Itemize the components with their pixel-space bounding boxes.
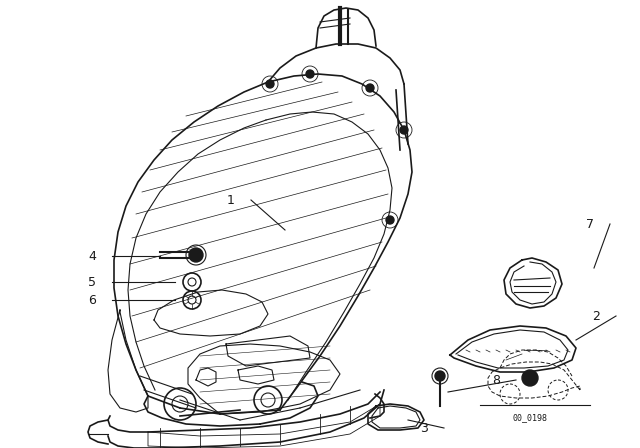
Circle shape xyxy=(366,84,374,92)
Text: 5: 5 xyxy=(88,276,96,289)
Text: 7: 7 xyxy=(586,217,594,231)
Text: 1: 1 xyxy=(227,194,235,207)
Circle shape xyxy=(435,371,445,381)
Circle shape xyxy=(189,248,203,262)
Circle shape xyxy=(386,216,394,224)
Text: 4: 4 xyxy=(88,250,96,263)
Circle shape xyxy=(266,80,274,88)
Circle shape xyxy=(400,126,408,134)
Circle shape xyxy=(306,70,314,78)
Text: 00_0198: 00_0198 xyxy=(513,413,547,422)
Text: 8: 8 xyxy=(492,374,500,387)
Text: 6: 6 xyxy=(88,293,96,306)
Text: 3: 3 xyxy=(420,422,428,435)
Circle shape xyxy=(522,370,538,386)
Text: 2: 2 xyxy=(592,310,600,323)
